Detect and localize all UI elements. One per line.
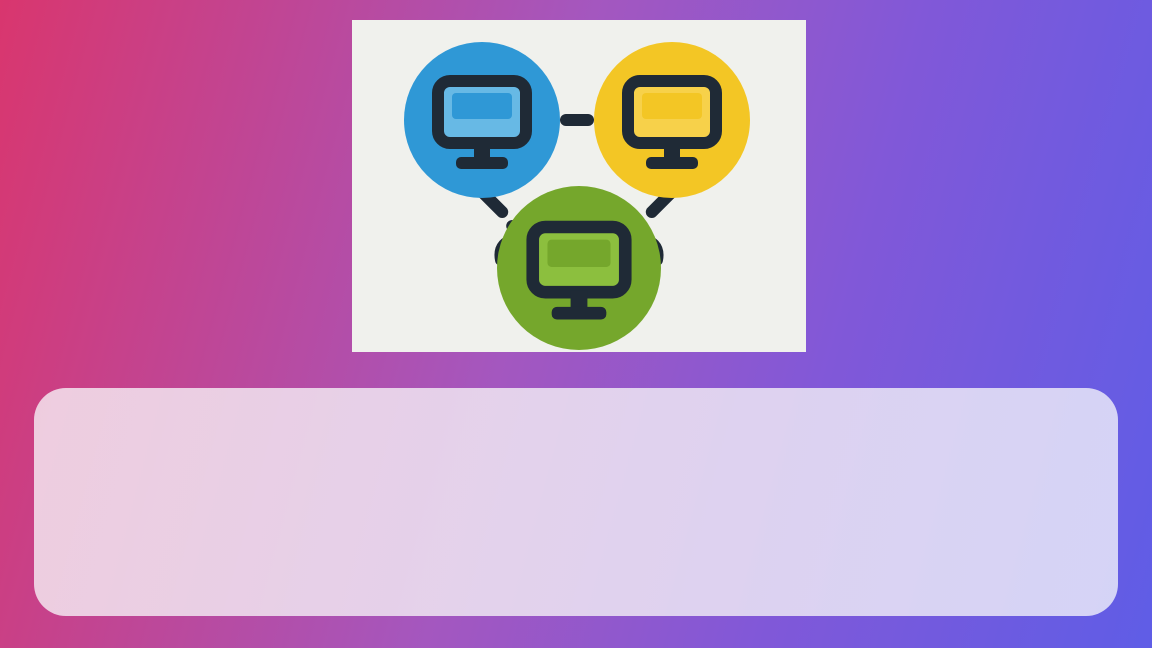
- content-panel: [34, 388, 1118, 616]
- monitor-neck-icon: [664, 141, 680, 159]
- monitor-screen-icon: [452, 93, 512, 119]
- node-bottom_center: [497, 186, 661, 350]
- monitor-base-icon: [646, 157, 698, 169]
- slide-background: [0, 0, 1152, 648]
- node-top_left: [404, 42, 560, 198]
- monitor-base-icon: [456, 157, 508, 169]
- monitor-base-icon: [552, 307, 607, 320]
- monitor-screen-icon: [547, 240, 610, 267]
- monitor-neck-icon: [474, 141, 490, 159]
- node-top_right: [594, 42, 750, 198]
- network-diagram: [352, 20, 806, 352]
- network-diagram-panel: [352, 20, 806, 352]
- monitor-neck-icon: [571, 290, 588, 309]
- monitor-screen-icon: [642, 93, 702, 119]
